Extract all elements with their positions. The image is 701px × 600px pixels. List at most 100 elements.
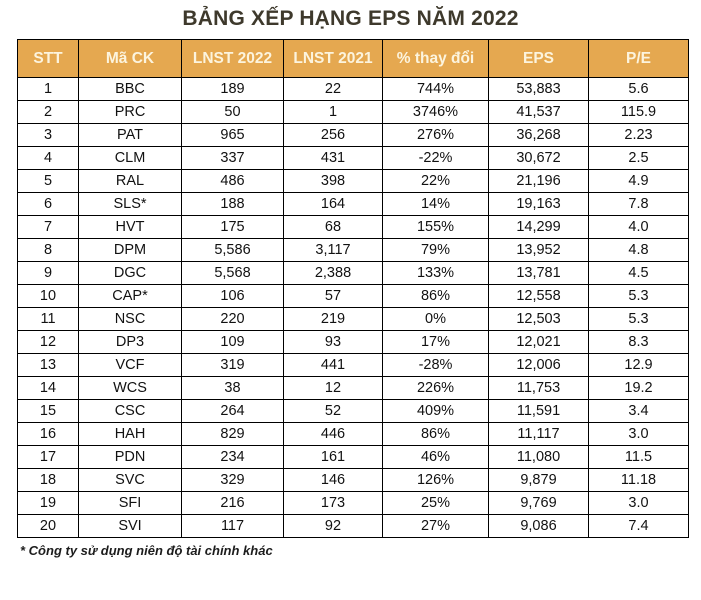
- cell-lnst-2021: 68: [283, 215, 383, 239]
- cell-eps: 30,672: [488, 146, 589, 170]
- cell-lnst-2022: 234: [181, 445, 284, 469]
- column-header-pct-change: % thay đổi: [382, 39, 489, 78]
- cell-eps: 11,753: [488, 376, 589, 400]
- cell-lnst-2021: 256: [283, 123, 383, 147]
- cell-pe: 4.0: [588, 215, 689, 239]
- cell-pe: 8.3: [588, 330, 689, 354]
- cell-ma-ck: WCS: [78, 376, 182, 400]
- cell-eps: 53,883: [488, 77, 589, 101]
- cell-lnst-2022: 109: [181, 330, 284, 354]
- cell-ma-ck: PAT: [78, 123, 182, 147]
- cell-ma-ck: SVI: [78, 514, 182, 538]
- cell-lnst-2022: 220: [181, 307, 284, 331]
- cell-stt: 1: [17, 77, 79, 101]
- cell-pe: 5.3: [588, 284, 689, 308]
- cell-ma-ck: NSC: [78, 307, 182, 331]
- table-body: 1 BBC 189 22 744% 53,883 5.6 2 PRC 50 1 3746% 41,537…: [17, 77, 689, 538]
- cell-pe: 12.9: [588, 353, 689, 377]
- cell-lnst-2021: 22: [283, 77, 383, 101]
- table-row: 3 PAT 965 256 276% 36,268 2.23: [17, 123, 689, 147]
- cell-pe: 4.8: [588, 238, 689, 262]
- cell-stt: 7: [17, 215, 79, 239]
- cell-lnst-2021: 92: [283, 514, 383, 538]
- cell-ma-ck: SFI: [78, 491, 182, 515]
- cell-ma-ck: SVC: [78, 468, 182, 492]
- cell-lnst-2021: 161: [283, 445, 383, 469]
- cell-pct-change: 126%: [382, 468, 489, 492]
- cell-stt: 19: [17, 491, 79, 515]
- table-row: 9 DGC 5,568 2,388 133% 13,781 4.5: [17, 261, 689, 285]
- footnote: * Công ty sử dụng niên độ tài chính khác: [20, 543, 273, 558]
- cell-pct-change: 155%: [382, 215, 489, 239]
- cell-lnst-2021: 219: [283, 307, 383, 331]
- cell-lnst-2022: 106: [181, 284, 284, 308]
- cell-eps: 9,769: [488, 491, 589, 515]
- eps-ranking-table: STT Mã CK LNST 2022 LNST 2021 % thay đổi…: [17, 39, 689, 538]
- cell-pct-change: 0%: [382, 307, 489, 331]
- cell-lnst-2021: 52: [283, 399, 383, 423]
- cell-stt: 11: [17, 307, 79, 331]
- cell-pe: 5.3: [588, 307, 689, 331]
- cell-stt: 9: [17, 261, 79, 285]
- table-row: 20 SVI 117 92 27% 9,086 7.4: [17, 514, 689, 538]
- cell-pe: 115.9: [588, 100, 689, 124]
- cell-lnst-2021: 93: [283, 330, 383, 354]
- cell-stt: 4: [17, 146, 79, 170]
- cell-stt: 13: [17, 353, 79, 377]
- cell-stt: 20: [17, 514, 79, 538]
- cell-stt: 14: [17, 376, 79, 400]
- cell-lnst-2021: 164: [283, 192, 383, 216]
- cell-lnst-2022: 829: [181, 422, 284, 446]
- cell-eps: 11,080: [488, 445, 589, 469]
- cell-eps: 13,952: [488, 238, 589, 262]
- column-header-eps: EPS: [488, 39, 589, 78]
- cell-ma-ck: HVT: [78, 215, 182, 239]
- cell-ma-ck: CAP*: [78, 284, 182, 308]
- cell-stt: 17: [17, 445, 79, 469]
- cell-pe: 7.8: [588, 192, 689, 216]
- cell-pe: 3.0: [588, 491, 689, 515]
- cell-pct-change: 27%: [382, 514, 489, 538]
- cell-pct-change: 86%: [382, 284, 489, 308]
- column-header-pe: P/E: [588, 39, 689, 78]
- cell-pct-change: 86%: [382, 422, 489, 446]
- cell-pct-change: 25%: [382, 491, 489, 515]
- cell-pct-change: 17%: [382, 330, 489, 354]
- cell-pe: 19.2: [588, 376, 689, 400]
- table-row: 10 CAP* 106 57 86% 12,558 5.3: [17, 284, 689, 308]
- cell-pct-change: 79%: [382, 238, 489, 262]
- cell-lnst-2021: 446: [283, 422, 383, 446]
- cell-lnst-2022: 188: [181, 192, 284, 216]
- cell-stt: 10: [17, 284, 79, 308]
- cell-stt: 8: [17, 238, 79, 262]
- cell-eps: 12,558: [488, 284, 589, 308]
- cell-eps: 9,086: [488, 514, 589, 538]
- cell-ma-ck: SLS*: [78, 192, 182, 216]
- table-row: 1 BBC 189 22 744% 53,883 5.6: [17, 77, 689, 101]
- cell-lnst-2022: 50: [181, 100, 284, 124]
- cell-eps: 9,879: [488, 468, 589, 492]
- cell-lnst-2021: 3,117: [283, 238, 383, 262]
- cell-pct-change: 22%: [382, 169, 489, 193]
- cell-lnst-2022: 329: [181, 468, 284, 492]
- cell-eps: 14,299: [488, 215, 589, 239]
- cell-pe: 2.23: [588, 123, 689, 147]
- cell-pct-change: -28%: [382, 353, 489, 377]
- cell-lnst-2021: 2,388: [283, 261, 383, 285]
- cell-pe: 5.6: [588, 77, 689, 101]
- cell-eps: 36,268: [488, 123, 589, 147]
- table-row: 2 PRC 50 1 3746% 41,537 115.9: [17, 100, 689, 124]
- cell-ma-ck: DPM: [78, 238, 182, 262]
- cell-stt: 2: [17, 100, 79, 124]
- cell-pe: 11.18: [588, 468, 689, 492]
- cell-lnst-2021: 173: [283, 491, 383, 515]
- table-row: 15 CSC 264 52 409% 11,591 3.4: [17, 399, 689, 423]
- cell-pe: 2.5: [588, 146, 689, 170]
- table-row: 19 SFI 216 173 25% 9,769 3.0: [17, 491, 689, 515]
- column-header-lnst-2022: LNST 2022: [181, 39, 284, 78]
- cell-ma-ck: HAH: [78, 422, 182, 446]
- table-row: 13 VCF 319 441 -28% 12,006 12.9: [17, 353, 689, 377]
- cell-eps: 13,781: [488, 261, 589, 285]
- cell-ma-ck: RAL: [78, 169, 182, 193]
- cell-lnst-2022: 486: [181, 169, 284, 193]
